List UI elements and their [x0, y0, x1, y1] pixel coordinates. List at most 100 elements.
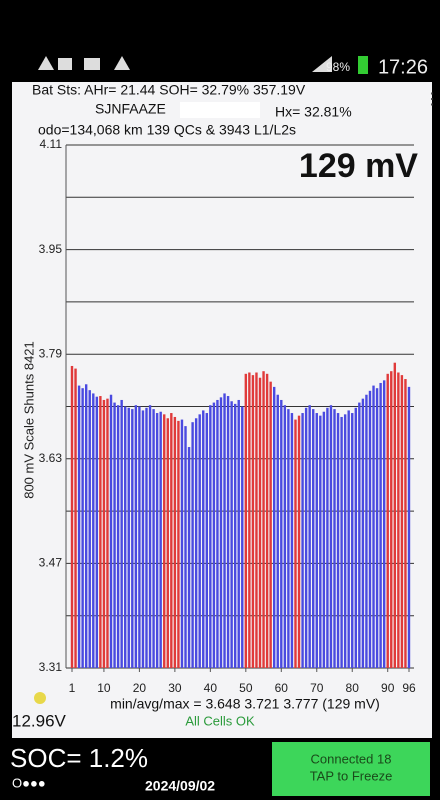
cell-bar [358, 402, 361, 668]
cell-bar [113, 402, 116, 668]
cell-bar [407, 386, 411, 668]
cell-bar [173, 416, 177, 668]
cell-bar [336, 413, 340, 668]
cell-bar [354, 407, 357, 668]
cell-bar [145, 407, 148, 668]
cell-bar [141, 410, 145, 668]
cell-bar [152, 409, 155, 668]
connect-button[interactable] [272, 742, 430, 796]
cell-bar [322, 411, 326, 668]
cell-bar [170, 413, 173, 668]
cell-bar [382, 380, 386, 668]
connected: Connected 18 [311, 751, 392, 766]
cell-bar [209, 405, 212, 668]
cell-bar [329, 405, 333, 668]
cell-bar [223, 393, 226, 668]
cell-bar [315, 413, 318, 668]
aux-voltage: 12.96V [12, 711, 67, 730]
clock: 17:26 [378, 56, 428, 78]
cell-bar [287, 409, 290, 668]
x-tick-label: 60 [275, 681, 289, 695]
x-tick-label: 40 [204, 681, 218, 695]
cell-summary: min/avg/max = 3.648 3.721 3.777 (129 mV) [110, 696, 380, 712]
cell-bar [120, 399, 123, 668]
cell-bar [283, 405, 287, 668]
cell-bar [326, 407, 329, 668]
cell-bar [92, 393, 95, 668]
cell-bar [393, 362, 397, 668]
cell-bar [375, 388, 379, 668]
cell-bar [258, 377, 262, 668]
connection-dots: O●●● [12, 775, 46, 790]
cell-bar [269, 381, 272, 668]
cell-bar [255, 372, 258, 668]
cell-bar [70, 365, 74, 668]
cell-bar [404, 379, 407, 668]
cell-bar [244, 373, 248, 668]
cell-bar [205, 413, 208, 668]
cell-bar [106, 398, 109, 668]
cell-bar [102, 399, 106, 668]
vin: SJNFAAZE [95, 101, 166, 117]
cell-bar [248, 372, 251, 668]
cell-bar [81, 388, 84, 668]
cell-bar [191, 422, 194, 668]
cell-bar [304, 407, 308, 668]
cell-bar [226, 396, 230, 668]
plot: 3.31 3.47 3.63 3.79 3.95 4.11 1 10 20 30 40 50 60 70 8… [39, 137, 416, 695]
x-tick-label: 1 [69, 681, 76, 695]
battery-status: Bat Sts: AHr= 21.44 SOH= 32.79% 357.19V [32, 82, 306, 98]
cell-spread: 129 mV [299, 147, 418, 185]
cell-bar [390, 371, 393, 668]
cell-bar [280, 399, 283, 668]
cell-bar [233, 403, 237, 668]
menu-button[interactable]: ⋮ [424, 91, 440, 108]
cell-bar [212, 402, 216, 668]
cell-bar [319, 415, 322, 668]
x-tick-label: 80 [346, 681, 360, 695]
cell-bar [262, 371, 265, 668]
cell-bar [276, 394, 279, 668]
y-tick-label: 3.79 [39, 346, 63, 360]
cell-bar [237, 399, 240, 668]
cell-bar [148, 405, 152, 668]
odometer: odo=134,068 km 139 QCs & 3943 L1/L2s [38, 122, 296, 138]
x-tick-label: 70 [310, 681, 324, 695]
hx: Hx= 32.81% [275, 104, 352, 120]
y-tick-label: 3.47 [39, 556, 63, 570]
cell-bar [219, 397, 223, 668]
cell-bar [180, 419, 184, 668]
cell-bar [99, 396, 102, 668]
cell-bar [127, 407, 130, 668]
cell-bar [347, 410, 350, 668]
cell-bar [343, 414, 347, 668]
cell-bar [361, 398, 365, 668]
cell-bar [297, 415, 301, 668]
cell-bar [365, 394, 368, 668]
cell-bar [187, 447, 191, 668]
x-tick-label: 90 [381, 681, 395, 695]
cell-bar [351, 413, 354, 668]
cell-bar [308, 405, 311, 668]
cell-bar [379, 382, 382, 668]
cell-bar [340, 416, 343, 668]
y-tick-label: 4.11 [40, 137, 63, 151]
cell-bar [368, 390, 372, 668]
cell-bar [166, 418, 169, 668]
x-tick-label: 10 [97, 681, 111, 695]
cell-bar [400, 375, 404, 668]
cell-bar [84, 384, 88, 668]
x-tick-label: 96 [402, 681, 416, 695]
cell-bar [95, 396, 99, 668]
cell-bar [386, 373, 389, 668]
bulb-icon[interactable] [34, 692, 46, 704]
cell-bar [163, 414, 166, 668]
cell-bar [333, 409, 336, 668]
y-tick-label: 3.63 [39, 451, 63, 465]
battery-percent: 98% [326, 60, 350, 74]
tap-to-freeze: TAP to Freeze [310, 768, 393, 783]
cell-bar [124, 406, 127, 668]
cell-bar [397, 372, 400, 668]
